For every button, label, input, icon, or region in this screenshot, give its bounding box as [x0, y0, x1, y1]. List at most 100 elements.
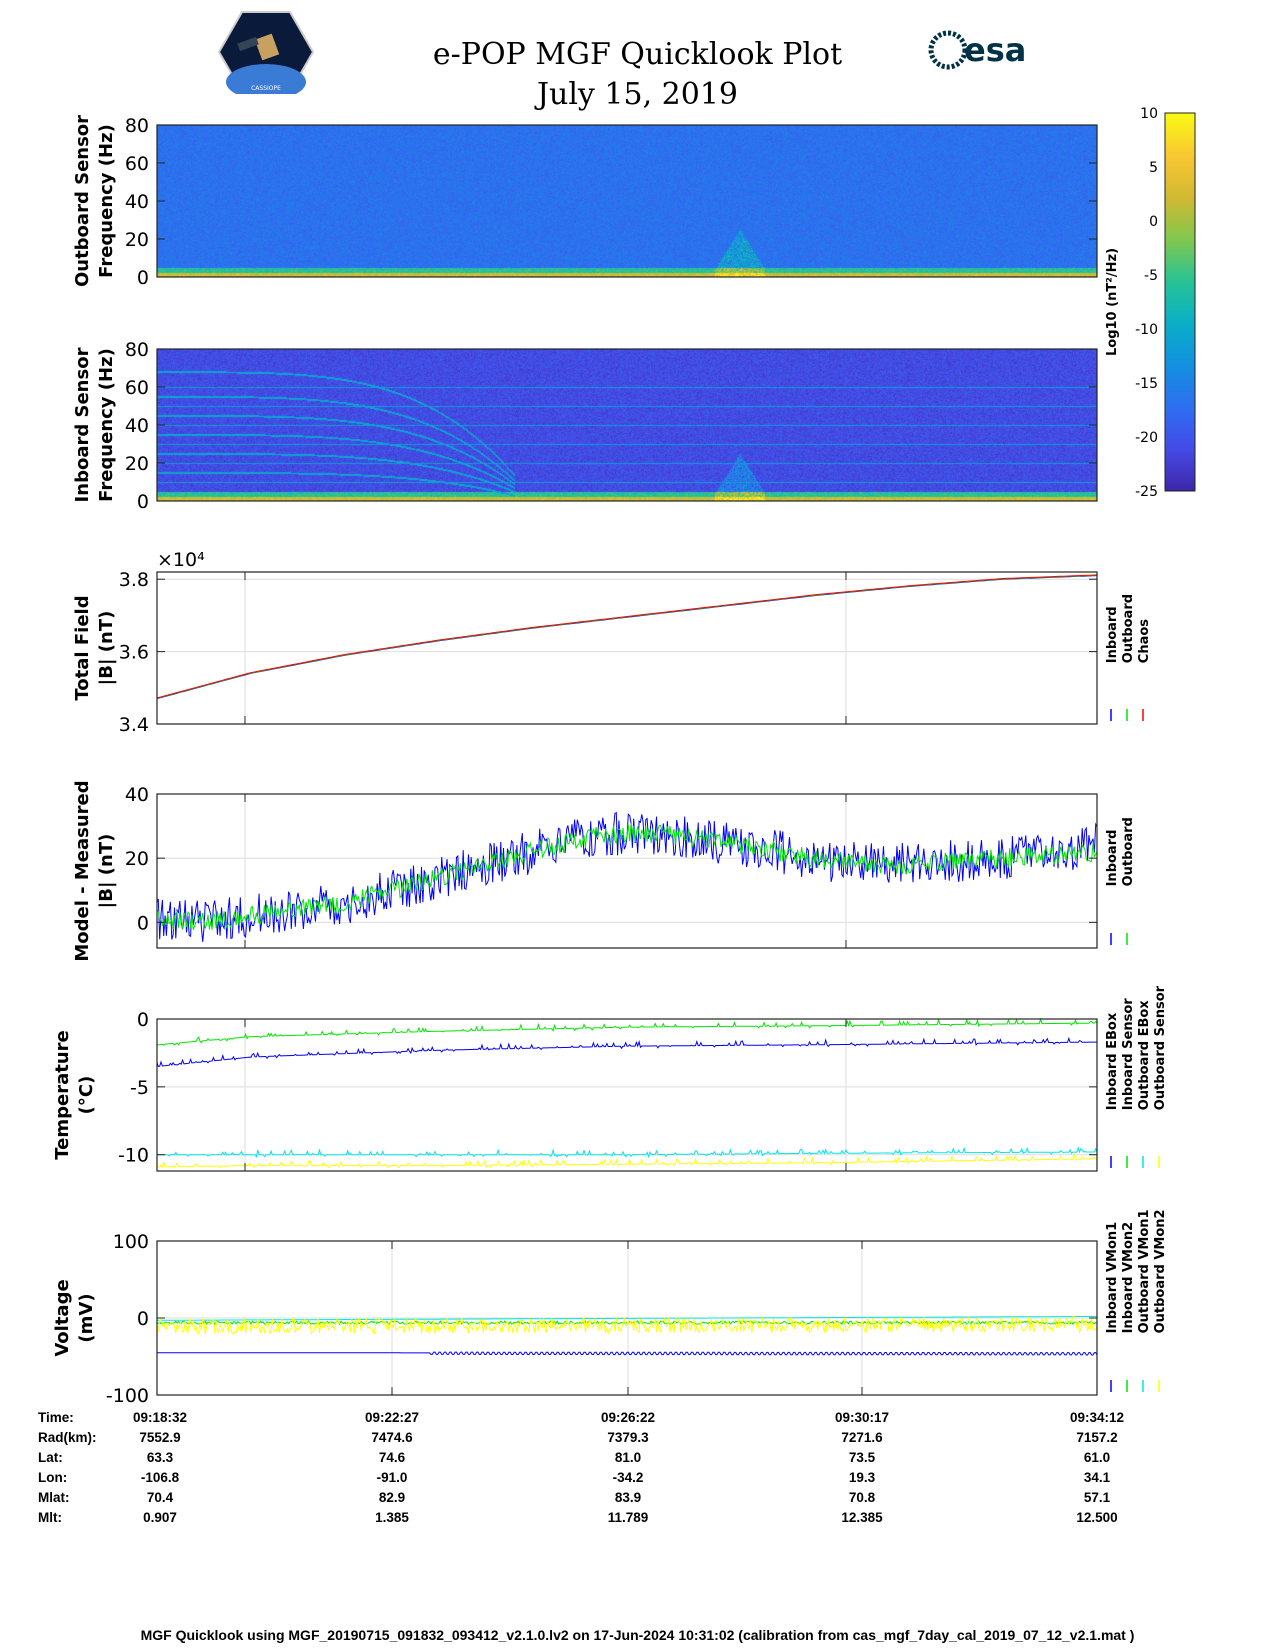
colorbar-tick-label: 0	[1149, 214, 1158, 230]
y-tick-label: 0	[137, 912, 149, 934]
y-axis-label: Total Field	[72, 595, 93, 700]
orbit-value: 82.9	[378, 1490, 406, 1505]
y-tick-label: 80	[125, 339, 149, 361]
colorbar-label: Log10 (nT²/Hz)	[1105, 248, 1120, 356]
y-tick-label: 3.6	[119, 642, 149, 664]
y-tick-label: -5	[130, 1077, 149, 1099]
colorbar-tick-label: -5	[1144, 268, 1158, 284]
y-tick-label: -10	[118, 1145, 149, 1167]
orbit-value: 09:18:32	[132, 1410, 188, 1425]
series-line-outboard-sensor	[157, 1152, 1097, 1169]
esa-logo: esa	[928, 30, 1026, 70]
cassiope-logo: CASSIOPE	[218, 11, 314, 94]
y-axis-label: (mV)	[76, 1293, 97, 1342]
orbit-value: 7552.9	[139, 1430, 181, 1445]
colorbar-tick-label: 10	[1140, 106, 1158, 122]
orbit-value: 70.4	[146, 1490, 174, 1505]
orbit-value: 83.9	[614, 1490, 642, 1505]
inboard-spectrogram-axes: 0 20 40 60 80 Inboard Sensor Frequency (Hz)	[72, 339, 1098, 513]
orbit-value: 63.3	[146, 1450, 174, 1465]
temperature-axes: Inboard EBox Inboard Sensor Outboard EBox O…	[52, 985, 1168, 1172]
legend-label: Outboard	[1121, 594, 1136, 663]
series-line-outboard-vmon1	[157, 1316, 1097, 1321]
orbit-value: 12.500	[1076, 1510, 1118, 1525]
orbit-value: 1.385	[375, 1510, 409, 1525]
legend-label: Inboard	[1105, 830, 1120, 887]
inboard-spectrogram	[157, 349, 1097, 501]
series-line-inboard-ebox	[156, 1036, 1097, 1067]
y-tick-label: 3.4	[119, 714, 149, 736]
orbit-value: -106.8	[140, 1470, 180, 1485]
y-tick-label: 100	[113, 1231, 149, 1253]
legend-label: Inboard VMon2	[1121, 1222, 1136, 1334]
y-tick-label: 40	[125, 784, 149, 806]
series-line-outboard	[156, 574, 1098, 699]
orbit-row-label: Lat:	[38, 1450, 63, 1465]
orbit-value: 74.6	[378, 1450, 406, 1465]
series-line-outboard-ebox	[157, 1146, 1098, 1159]
legend-label: Inboard	[1105, 606, 1120, 663]
orbit-value: 7474.6	[371, 1430, 413, 1445]
orbit-value: 09:34:12	[1069, 1410, 1125, 1425]
outboard-spectrogram	[157, 125, 1097, 277]
y-tick-label: 20	[125, 848, 149, 870]
y-tick-label: -100	[106, 1385, 149, 1407]
y-axis-label: Frequency (Hz)	[96, 348, 117, 502]
y-axis-label: (°C)	[76, 1076, 97, 1115]
orbit-value: 70.8	[848, 1490, 876, 1505]
orbit-value: 09:30:17	[834, 1410, 890, 1425]
legend-label: Inboard EBox	[1105, 1012, 1120, 1110]
y-tick-label: 20	[125, 229, 149, 251]
orbit-value: 12.385	[841, 1510, 883, 1525]
colorbar	[1165, 113, 1195, 491]
orbit-value: 19.3	[848, 1470, 876, 1485]
series-line-inboard-sensor	[156, 1017, 1098, 1046]
colorbar-tick-label: -20	[1135, 430, 1158, 446]
orbit-value: 81.0	[614, 1450, 642, 1465]
orbit-value: 0.907	[143, 1510, 177, 1525]
orbit-row-label: Rad(km):	[38, 1430, 97, 1445]
y-tick-label: 60	[125, 377, 149, 399]
plot-title: e-POP MGF Quicklook Plot	[432, 37, 843, 72]
legend-label: Inboard Sensor	[1121, 998, 1136, 1110]
orbit-value: -91.0	[376, 1470, 408, 1485]
y-axis-label: Voltage	[52, 1279, 73, 1356]
voltage-axes: Inboard VMon1 Inboard VMon2 Outboard VMon1…	[52, 1209, 1168, 1407]
colorbar-tick-label: -10	[1135, 322, 1158, 338]
orbit-value: 61.0	[1083, 1450, 1111, 1465]
y-tick-label: 60	[125, 153, 149, 175]
orbit-value: 11.789	[607, 1510, 649, 1525]
y-axis-label: |B| (nT)	[96, 611, 117, 686]
orbit-value: 34.1	[1083, 1470, 1111, 1485]
colorbar-tick-label: 5	[1149, 160, 1158, 176]
legend-label: Outboard Sensor	[1153, 985, 1168, 1110]
axis-exponent: ×10⁴	[157, 549, 205, 571]
y-tick-label: 80	[125, 115, 149, 137]
esa-logo-text: esa	[964, 31, 1026, 69]
series-line-chaos	[156, 574, 1098, 699]
orbit-row-label: Mlat:	[38, 1490, 70, 1505]
y-tick-label: 0	[137, 267, 149, 289]
outboard-spectrogram-axes: 0 20 40 60 80 Outboard Sensor Frequency (Hz)	[72, 115, 1098, 289]
footer-caption: MGF Quicklook using MGF_20190715_091832_…	[140, 1627, 1135, 1643]
y-axis-label: Inboard Sensor	[72, 347, 93, 502]
orbit-value: 7157.2	[1076, 1430, 1118, 1445]
orbit-value: 7271.6	[841, 1430, 883, 1445]
orbit-value: 09:26:22	[600, 1410, 656, 1425]
legend-label: Chaos	[1137, 619, 1152, 663]
colorbar-tick-label: -15	[1135, 376, 1158, 392]
orbit-row-label: Lon:	[38, 1470, 68, 1485]
total-field-axes: Inboard Outboard Chaos 3.4 3.6 3.8 ×10⁴ Total F…	[72, 549, 1152, 736]
y-axis-label: Outboard Sensor	[72, 115, 93, 287]
legend-label: Outboard VMon2	[1153, 1209, 1168, 1333]
y-tick-label: 3.8	[119, 569, 149, 591]
orbit-value: -34.2	[612, 1470, 644, 1485]
plot-date: July 15, 2019	[536, 77, 739, 112]
legend-label: Outboard	[1121, 817, 1136, 886]
y-tick-label: 0	[137, 491, 149, 513]
legend-label: Inboard VMon1	[1105, 1222, 1120, 1334]
y-axis-label: Model - Measured	[72, 780, 93, 961]
colorbar-tick-label: -25	[1135, 484, 1158, 500]
y-tick-label: 20	[125, 453, 149, 475]
